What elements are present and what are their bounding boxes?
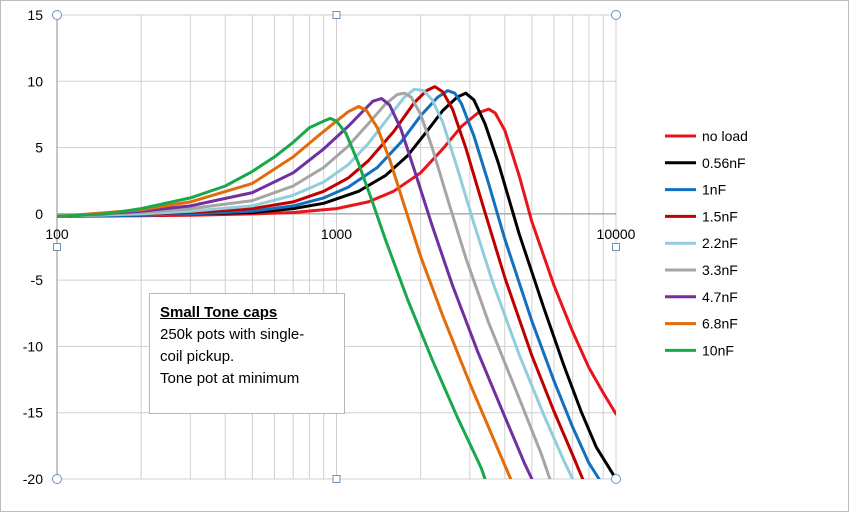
- series-line[interactable]: [57, 87, 575, 479]
- axes: 15 10 5 0 -5 -10 -15 -20 100 1000 10000: [23, 7, 636, 487]
- series-line[interactable]: [57, 107, 616, 416]
- legend-label: 0.56nF: [702, 155, 746, 171]
- x-tick-label: 10000: [597, 226, 636, 242]
- legend-label: 10nF: [702, 342, 734, 358]
- y-tick-label: 10: [27, 73, 43, 89]
- resize-handle-corner[interactable]: [52, 10, 62, 20]
- resize-handle-corner[interactable]: [611, 10, 621, 20]
- annotation-line: Tone pot at minimum: [160, 370, 300, 387]
- legend: no load 0.56nF 1nF 1.5nF 2.2nF 3.3nF 4.7nF 6.8n…: [665, 128, 748, 358]
- y-tick-label: -20: [23, 471, 43, 487]
- selection-handles[interactable]: [52, 10, 621, 484]
- legend-label: 1nF: [702, 182, 726, 198]
- grid: [56, 14, 617, 480]
- series-line[interactable]: [57, 89, 601, 479]
- series-line[interactable]: [57, 97, 534, 480]
- legend-label: 2.2nF: [702, 235, 738, 251]
- annotation-line: 250k pots with single-: [160, 326, 305, 343]
- resize-handle-corner[interactable]: [611, 474, 621, 484]
- resize-handle-corner[interactable]: [52, 474, 62, 484]
- x-tick-label: 1000: [321, 226, 352, 242]
- resize-handle-edge[interactable]: [612, 243, 620, 251]
- annotation-line: coil pickup.: [160, 348, 235, 365]
- y-tick-label: -10: [23, 338, 43, 354]
- annotation-textbox[interactable]: Small Tone caps 250k pots with single- c…: [149, 293, 345, 414]
- legend-label: 1.5nF: [702, 208, 738, 224]
- y-tick-label: 0: [35, 206, 43, 222]
- resize-handle-edge[interactable]: [332, 11, 341, 19]
- x-tick-label: 100: [45, 226, 69, 242]
- annotation-body: 250k pots with single- coil pickup. Tone…: [160, 324, 334, 390]
- y-tick-label: 5: [35, 140, 43, 156]
- resize-handle-edge[interactable]: [53, 243, 61, 251]
- y-tick-label: -15: [23, 405, 43, 421]
- annotation-title: Small Tone caps: [160, 304, 278, 321]
- y-tick-label: 15: [27, 7, 43, 23]
- legend-label: 6.8nF: [702, 316, 738, 332]
- resize-handle-edge[interactable]: [332, 475, 341, 483]
- series-line[interactable]: [57, 116, 487, 479]
- legend-label: 3.3nF: [702, 262, 738, 278]
- series-line[interactable]: [57, 105, 513, 480]
- legend-label: 4.7nF: [702, 289, 738, 305]
- series-lines: [57, 85, 616, 480]
- legend-label: no load: [702, 128, 748, 144]
- y-tick-label: -5: [31, 272, 44, 288]
- series-line[interactable]: [57, 85, 585, 479]
- series-line[interactable]: [57, 91, 552, 479]
